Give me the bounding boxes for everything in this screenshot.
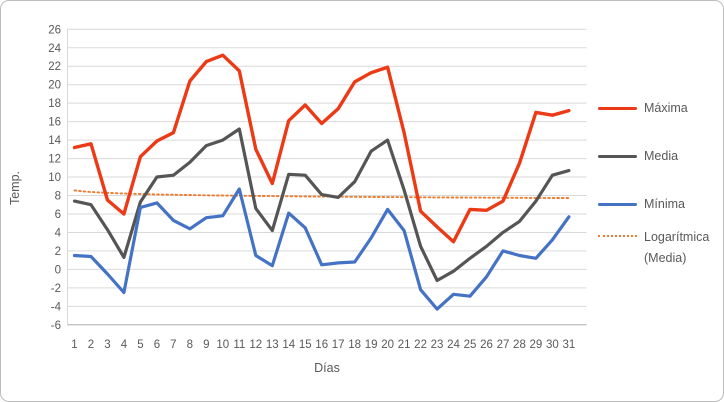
y-axis-tick-label--4: -4 xyxy=(51,301,62,313)
x-axis-tick-label-27: 27 xyxy=(497,339,510,351)
legend-label-media: Media xyxy=(644,148,679,163)
x-axis-tick-label-9: 9 xyxy=(203,339,209,351)
x-axis-tick-label-2: 2 xyxy=(88,339,94,351)
y-axis-tick-label-8: 8 xyxy=(55,191,61,203)
legend-label-minima: Mínima xyxy=(644,196,685,211)
y-axis-tick-label-6: 6 xyxy=(55,209,61,221)
legend-swatch-maxima-line xyxy=(598,106,637,110)
x-axis-tick-label-13: 13 xyxy=(266,339,279,351)
x-axis-tick-label-8: 8 xyxy=(187,339,193,351)
x-axis-tick-label-17: 17 xyxy=(332,339,345,351)
x-axis-tick-label-11: 11 xyxy=(233,339,245,351)
series-line-mxima[interactable] xyxy=(72,53,571,244)
legend: Máxima Media Mínima Logarítmica (Media) xyxy=(598,1,718,401)
y-axis-tick-label-14: 14 xyxy=(48,135,61,147)
legend-label-trendline: Logarítmica (Media) xyxy=(644,227,709,269)
y-axis-tick-label-16: 16 xyxy=(48,117,61,129)
legend-item-maxima[interactable]: Máxima xyxy=(598,99,688,117)
legend-swatch-media-line xyxy=(598,154,637,158)
y-axis-tick-label-24: 24 xyxy=(48,43,61,55)
y-axis-tick-label-10: 10 xyxy=(48,172,61,184)
y-axis-title: Temp. xyxy=(8,170,22,206)
x-axis-tick-label-6: 6 xyxy=(154,339,160,351)
x-axis-tick-label-21: 21 xyxy=(398,339,411,351)
x-axis-tick-label-3: 3 xyxy=(104,339,110,351)
x-axis-tick-label-14: 14 xyxy=(282,339,295,351)
y-axis-tick-label-20: 20 xyxy=(48,80,61,92)
y-axis-tick-label-2: 2 xyxy=(55,246,61,258)
y-axis-tick-label-0: 0 xyxy=(55,264,61,276)
x-axis-tick-label-19: 19 xyxy=(365,339,378,351)
y-axis-tick-label--6: -6 xyxy=(51,320,61,332)
legend-item-trendline[interactable]: Logarítmica (Media) xyxy=(598,227,709,269)
x-axis-tick-label-24: 24 xyxy=(447,339,460,351)
trendline-logarithmic-media[interactable] xyxy=(73,189,570,199)
y-axis-tick-label--2: -2 xyxy=(51,283,61,295)
x-axis-title: Días xyxy=(314,361,340,375)
x-axis-tick-label-25: 25 xyxy=(464,339,477,351)
x-axis-tick-label-15: 15 xyxy=(299,339,312,351)
legend-item-media[interactable]: Media xyxy=(598,147,678,165)
x-axis-tick-label-31: 31 xyxy=(563,339,576,351)
legend-swatch-minima-line xyxy=(598,202,637,206)
x-axis-tick-label-4: 4 xyxy=(121,339,128,351)
x-axis-tick-label-5: 5 xyxy=(137,339,143,351)
y-axis-tick-label-26: 26 xyxy=(48,24,61,36)
legend-swatch-trendline-dotted-line xyxy=(598,235,637,237)
series-line-media[interactable] xyxy=(72,127,571,283)
legend-label-trendline-line1: Logarítmica xyxy=(644,230,710,244)
x-axis-tick-label-26: 26 xyxy=(480,339,493,351)
x-axis-tick-label-29: 29 xyxy=(530,339,543,351)
y-axis-tick-label-22: 22 xyxy=(48,61,61,73)
x-axis-tick-label-18: 18 xyxy=(348,339,361,351)
x-axis-tick-label-30: 30 xyxy=(546,339,559,351)
x-axis-tick-label-10: 10 xyxy=(216,339,229,351)
y-axis-tick-label-18: 18 xyxy=(48,98,61,110)
x-axis-tick-label-1: 1 xyxy=(71,339,77,351)
x-axis-tick-label-7: 7 xyxy=(170,339,176,351)
legend-item-minima[interactable]: Mínima xyxy=(598,195,685,213)
legend-label-trendline-line2: (Media) xyxy=(644,251,687,265)
legend-label-maxima: Máxima xyxy=(644,100,688,115)
x-axis-tick-label-22: 22 xyxy=(414,339,427,351)
x-axis-tick-label-23: 23 xyxy=(431,339,444,351)
x-axis-tick-label-28: 28 xyxy=(513,339,526,351)
x-axis-tick-label-16: 16 xyxy=(315,339,328,351)
series-line-mnima[interactable] xyxy=(72,187,571,311)
x-axis-tick-label-12: 12 xyxy=(249,339,262,351)
x-axis-tick-label-20: 20 xyxy=(381,339,394,351)
y-axis-tick-label-12: 12 xyxy=(48,154,61,166)
y-axis-tick-label-4: 4 xyxy=(55,227,62,239)
